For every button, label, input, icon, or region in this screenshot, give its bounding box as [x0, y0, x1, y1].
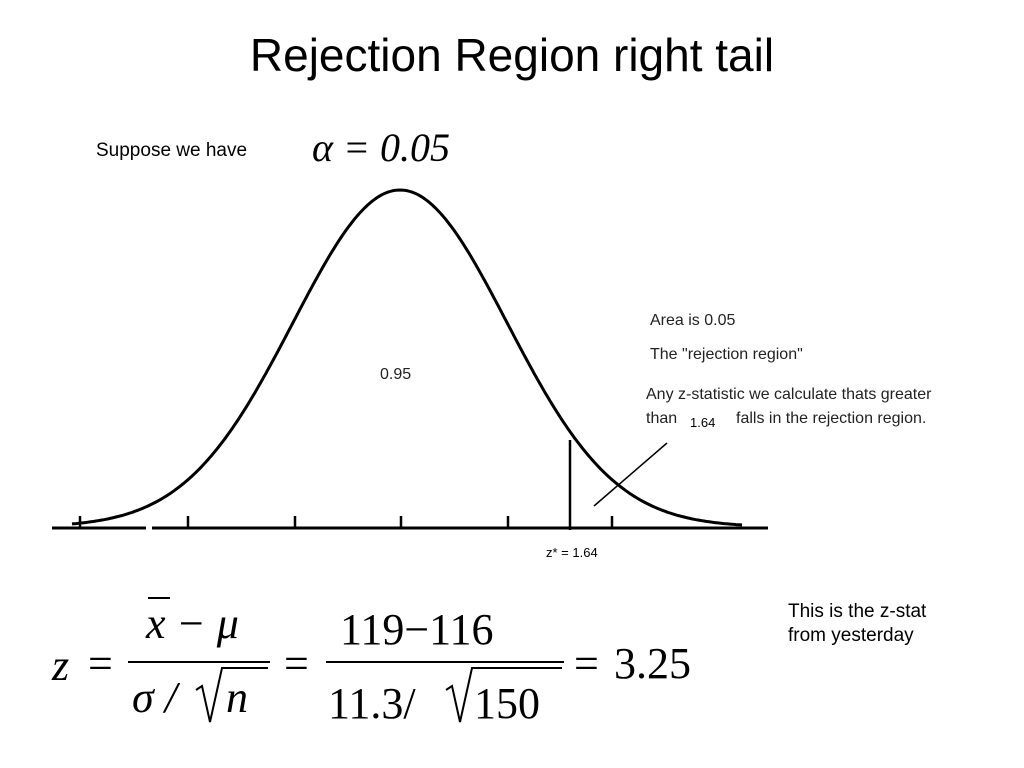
ticks — [78, 516, 614, 528]
formula-eq: = — [574, 639, 599, 688]
formula-num: 119−116 — [340, 605, 494, 654]
note-than: than — [646, 410, 678, 427]
formula-n: n — [226, 673, 248, 722]
note-area: Area is 0.05 — [650, 312, 736, 329]
pointer — [593, 442, 668, 507]
sqrt-sign — [445, 667, 562, 723]
intro-text: Suppose we have — [96, 140, 248, 161]
formula-z: z — [52, 641, 70, 690]
formula-eq: = — [284, 639, 309, 688]
formula-sigma: σ / — [132, 673, 177, 722]
formula-result: 3.25 — [614, 639, 691, 688]
note-line: Any z-statistic we calculate thats great… — [646, 386, 932, 403]
formula-eq: = — [88, 639, 113, 688]
title: Rejection Region right tail — [249, 29, 775, 81]
note-value: 1.64 — [690, 415, 716, 430]
formula-root: 150 — [474, 679, 540, 728]
formula-xbar: x — [146, 599, 166, 648]
center-area: 0.95 — [380, 366, 412, 383]
formula-den: 11.3/ — [328, 679, 416, 728]
note-region: The "rejection region" — [650, 346, 803, 363]
alpha: α = 0.05 — [312, 125, 450, 170]
bell-curve — [71, 188, 743, 527]
sqrt-sign — [195, 667, 268, 723]
formula-mu: − μ — [176, 599, 239, 648]
critical-label: z* = 1.64 — [546, 545, 598, 560]
note-rest: falls in the rejection region. — [736, 410, 927, 427]
side-note: This is the z-stat from yesterday — [788, 601, 927, 646]
